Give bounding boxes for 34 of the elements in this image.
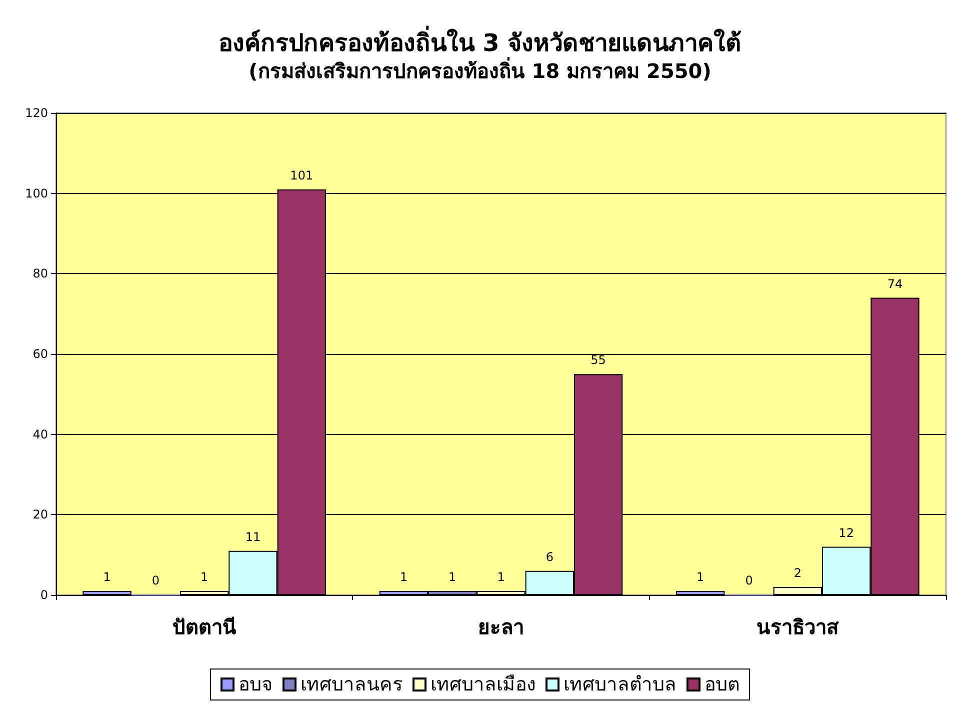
y-tick-label: 80 — [32, 266, 48, 281]
data-label: 55 — [590, 353, 606, 368]
data-label: 1 — [696, 570, 704, 584]
data-label: 1 — [103, 570, 111, 584]
x-tick-label: ยะลา — [478, 615, 524, 639]
x-tick-label: นราธิวาส — [756, 615, 840, 639]
data-label: 74 — [887, 276, 903, 291]
legend-label: เทศบาลตำบล — [564, 674, 676, 696]
data-label: 0 — [745, 574, 753, 588]
bar — [676, 590, 725, 595]
y-tick-label: 60 — [32, 347, 48, 361]
y-tick-label: 40 — [32, 427, 48, 442]
data-label: 2 — [794, 566, 802, 580]
data-label: 0 — [152, 574, 160, 588]
x-tick-label: ปัตตานี — [172, 615, 236, 639]
chart-title: องค์กรปกครองท้องถิ่นใน 3 จังหวัดชายแดนภาคใต้ — [218, 25, 742, 57]
data-label: 12 — [838, 526, 854, 540]
legend-label: อบต — [704, 674, 740, 696]
data-label: 11 — [245, 530, 261, 544]
legend-label: เทศบาลนคร — [300, 674, 402, 696]
data-label: 1 — [448, 570, 456, 584]
data-label: 6 — [546, 550, 554, 564]
y-tick-label: 100 — [25, 186, 48, 200]
data-label: 1 — [497, 570, 505, 584]
data-label: 101 — [290, 168, 314, 182]
bar — [82, 590, 132, 595]
legend-label: อบจ — [238, 674, 272, 696]
y-tick-label: 20 — [32, 508, 48, 522]
data-label: 1 — [200, 570, 208, 584]
y-tick-label: 120 — [25, 106, 48, 120]
legend-label: เทศบาลเมือง — [430, 674, 536, 696]
data-label: 1 — [400, 570, 408, 584]
y-tick-label: 0 — [40, 588, 48, 602]
chart-subtitle: (กรมส่งเสริมการปกครองท้องถิ่น 18 มกราคม 2550) — [248, 56, 712, 83]
